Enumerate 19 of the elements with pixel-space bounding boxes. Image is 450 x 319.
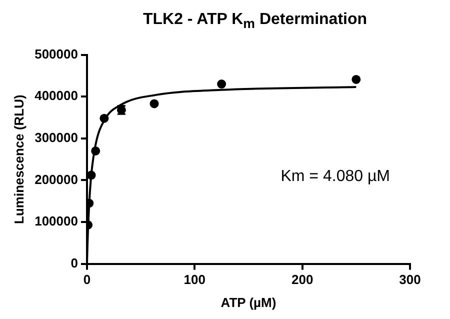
point [150, 99, 159, 108]
x-axis-title: ATP (µM) [220, 294, 276, 310]
y-tick-label: 300000 [34, 130, 78, 145]
chart-title: TLK2 - ATP K$_{m}$ Determination [142, 10, 368, 34]
x-tick-label: 200 [291, 272, 314, 288]
y-tick-label: 200000 [34, 172, 78, 187]
y-tick-label: 400000 [34, 88, 78, 104]
y-axis-title: Luminescence (RLU) [11, 94, 26, 224]
y-tick-label: 0 [70, 255, 78, 270]
y-tick-label: 500000 [34, 46, 78, 62]
point [100, 114, 109, 123]
point [217, 80, 226, 89]
point [91, 146, 100, 156]
x-tick-label: 300 [399, 272, 421, 288]
annotation: Km = 4.080 µM [280, 168, 390, 186]
x-tick-label: 100 [184, 272, 206, 288]
point [352, 74, 361, 84]
x-tick-label: 0 [83, 272, 91, 288]
y-tick-label: 100000 [34, 214, 78, 229]
